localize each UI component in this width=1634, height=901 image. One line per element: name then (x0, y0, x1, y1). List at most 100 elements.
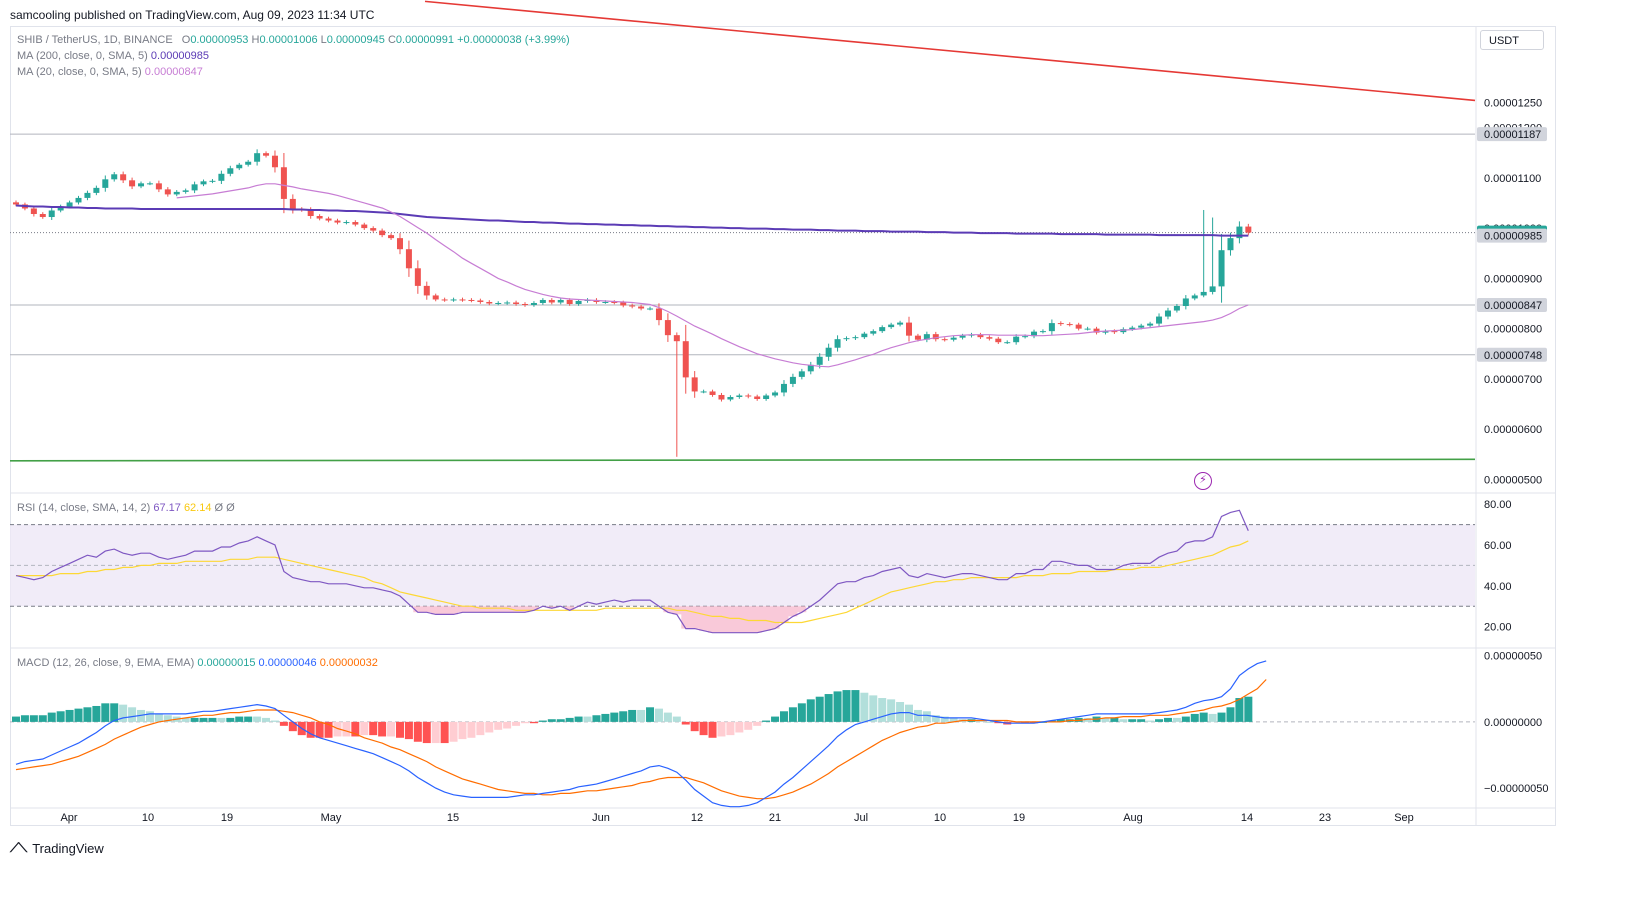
candle-body (655, 308, 662, 321)
macd-histogram-bar (815, 696, 824, 722)
macd-legend: MACD (12, 26, close, 9, EMA, EMA) 0.0000… (17, 657, 378, 669)
macd-histogram-bar (83, 707, 92, 722)
macd-histogram-bar (1083, 717, 1092, 722)
candle-body (539, 299, 546, 303)
macd-signal-line (15, 679, 1267, 800)
macd-histogram-bar (779, 711, 788, 722)
candle-body (111, 174, 118, 180)
macd-histogram-bar (797, 703, 806, 722)
candle-body (932, 334, 939, 340)
candle-body (388, 235, 395, 239)
macd-histogram-bar (628, 709, 637, 722)
candle-body (1138, 325, 1145, 328)
candle-body (825, 347, 832, 357)
price-axis-tick: 0.00000700 (1484, 374, 1542, 386)
candle-body (879, 327, 886, 332)
candle-body (423, 285, 430, 296)
symbol-label: SHIB / TetherUS, 1D, BINANCE (17, 34, 173, 46)
price-tag-label: 0.00001187 (1484, 129, 1541, 141)
macd-histogram-bar (851, 690, 860, 722)
candle-body (1057, 323, 1064, 325)
candle-body (923, 334, 930, 340)
candle-body (664, 320, 671, 336)
macd-histogram-bar (351, 721, 360, 737)
macd-histogram-bar (681, 721, 690, 725)
candle-body (129, 180, 136, 187)
macd-histogram-bar (905, 704, 913, 722)
macd-histogram-bar (92, 705, 101, 722)
high-value: 0.00001006 (259, 34, 318, 46)
macd-histogram-bar (806, 699, 815, 722)
ma200-line (15, 204, 1249, 237)
macd-histogram-bar (654, 708, 663, 722)
candle-body (700, 391, 707, 393)
candle-body (1031, 331, 1038, 337)
macd-histogram-bar (369, 721, 378, 736)
macd-histogram-bar (1146, 720, 1155, 722)
lightning-icon[interactable]: ⚡ (1194, 472, 1212, 490)
macd-axis-tick: 0.00000050 (1484, 651, 1542, 663)
candle-body (763, 395, 770, 399)
candle-body (1182, 298, 1189, 306)
macd-histogram-bar (413, 721, 422, 742)
candle-body (1129, 327, 1136, 330)
close-value: 0.00000991 (395, 34, 455, 46)
price-tag-label: 0.00000748 (1484, 350, 1542, 362)
macd-histogram-bar (699, 721, 708, 736)
macd-histogram-bar (547, 719, 556, 722)
macd-histogram-bar (1056, 719, 1065, 722)
macd-histogram-bar (342, 721, 351, 737)
macd-histogram-bar (503, 721, 512, 729)
candle-body (48, 210, 55, 218)
candle-body (1102, 331, 1109, 333)
ma200-value: 0.00000985 (150, 50, 210, 62)
candle-body (986, 337, 993, 339)
candle-body (271, 155, 278, 168)
candle-body (138, 183, 145, 187)
time-axis-tick: Jul (854, 812, 868, 824)
macd-histogram-bar (940, 716, 949, 722)
macd-histogram-bar (538, 720, 547, 722)
macd-histogram-bar (128, 707, 137, 722)
macd-histogram-bar (896, 702, 905, 722)
macd-signal-value: 0.00000032 (319, 657, 378, 669)
macd-histogram-bar (1163, 717, 1172, 722)
rsi-axis-tick: 40.00 (1484, 581, 1512, 593)
price-tag (1477, 127, 1547, 142)
macd-histogram-bar (235, 716, 244, 722)
rsi-value: 67.17 (153, 502, 181, 514)
candle-body (950, 337, 957, 340)
candle-body (1227, 238, 1234, 251)
currency-selector[interactable]: USDT (1480, 30, 1544, 50)
candle-body (57, 206, 64, 211)
rsi-axis-tick: 80.00 (1484, 499, 1512, 511)
candle-body (638, 306, 645, 309)
macd-histogram-bar (217, 717, 226, 722)
candle-body (1111, 331, 1118, 333)
macd-histogram-bar (601, 713, 610, 722)
candle-body (209, 180, 216, 182)
ma20-value: 0.00000847 (144, 66, 203, 78)
chart-frame[interactable] (10, 26, 1556, 826)
macd-histogram-bar (110, 703, 119, 722)
candle-body (13, 202, 19, 205)
macd-histogram-bar (869, 695, 878, 722)
candle-body (772, 392, 779, 396)
time-axis-tick: Apr (60, 812, 77, 824)
macd-histogram-bar (279, 721, 288, 726)
candle-body (477, 300, 484, 302)
rsi-extra: Ø Ø (214, 502, 235, 514)
macd-histogram-bar (101, 703, 110, 722)
price-axis-tick: 0.00000600 (1484, 424, 1542, 436)
candle-body (870, 331, 877, 334)
macd-histogram-bar (637, 709, 646, 722)
candle-body (289, 198, 296, 209)
open-label: O (181, 34, 191, 46)
candle-body (459, 299, 466, 301)
candle-body (575, 300, 582, 304)
ma20-label: MA (20, close, 0, SMA, 5) (17, 66, 142, 78)
time-axis-tick: May (321, 812, 342, 824)
candle-body (1147, 323, 1154, 326)
candle-body (414, 268, 421, 286)
